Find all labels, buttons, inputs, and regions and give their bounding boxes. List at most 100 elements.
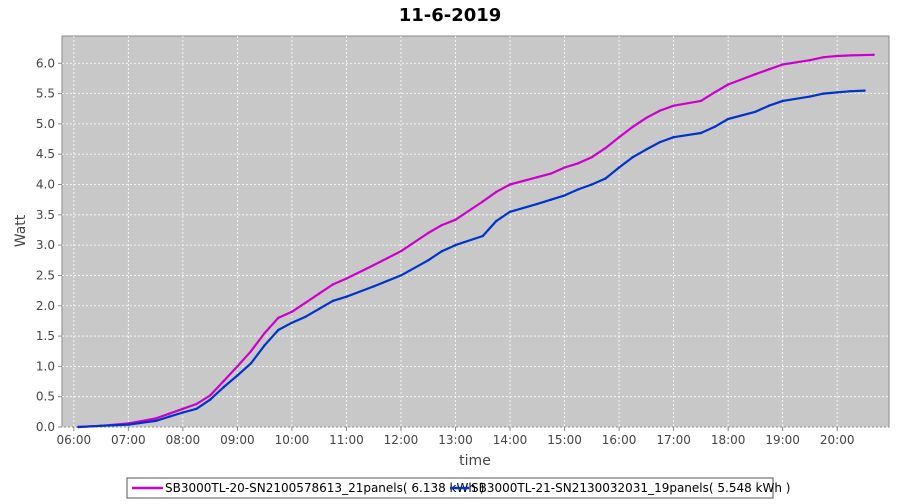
- series-2-point: [808, 95, 812, 98]
- chart-title: 11-6-2019: [399, 5, 502, 26]
- series-2-point: [345, 295, 348, 298]
- series-1-point: [495, 190, 498, 193]
- series-line-2: [77, 89, 866, 429]
- x-tick-label: 20:00: [820, 433, 855, 447]
- y-tick-label: 2.5: [36, 268, 55, 282]
- series-1-point: [508, 183, 512, 186]
- y-tick-label: 4.0: [36, 178, 55, 192]
- series-2-point: [699, 131, 703, 135]
- x-tick-label: 08:00: [166, 433, 201, 447]
- series-2-point: [195, 407, 198, 410]
- series-2-point: [454, 243, 457, 247]
- series-2-point: [399, 274, 403, 277]
- series-2-point: [318, 307, 321, 310]
- series-1-point: [454, 218, 457, 221]
- x-tick-label: 18:00: [711, 433, 746, 447]
- series-2-point: [495, 219, 498, 223]
- series-1-point: [549, 172, 553, 175]
- series-2-point: [77, 425, 80, 429]
- series-1-point: [781, 63, 784, 66]
- series-1-point: [372, 263, 375, 267]
- series-1-point: [208, 394, 212, 397]
- series-1-point: [808, 59, 812, 62]
- series-2-point: [290, 321, 294, 324]
- y-tick-label: 0.0: [36, 420, 55, 434]
- series-1-point: [536, 176, 539, 179]
- series-2-point: [767, 104, 771, 107]
- y-tick-label: 3.5: [36, 208, 55, 222]
- x-tick-label: 16:00: [602, 433, 637, 447]
- series-2-point: [372, 285, 375, 288]
- y-axis: 0.0 0.5 1.0 1.5 2.0 2.5 3.0 3.5 4.0 4.5 5.0 5.5 6.0: [36, 56, 62, 434]
- series-1-point: [631, 125, 634, 129]
- series-1-point: [345, 277, 348, 280]
- series-2-point: [863, 89, 866, 92]
- series-1-point: [318, 292, 321, 295]
- y-tick-label: 5.0: [36, 117, 55, 131]
- y-tick-label: 2.0: [36, 299, 55, 313]
- x-axis: 06:00 07:00 08:00 09:00 10:00 11:00 12:00 13:00…: [57, 427, 855, 447]
- x-tick-label: 19:00: [765, 433, 800, 447]
- series-2-point: [127, 423, 130, 426]
- series-1-point: [399, 250, 403, 253]
- y-tick-label: 3.0: [36, 238, 55, 252]
- series-2-point: [277, 328, 280, 332]
- series-1-point: [699, 99, 703, 103]
- series-1-point: [604, 146, 607, 150]
- legend: SB3000TL-20-SN2100578613_21panels( 6.138…: [126, 477, 790, 499]
- series-2-point: [263, 344, 266, 347]
- series-1-point: [872, 53, 875, 56]
- series-2-point: [154, 419, 157, 423]
- y-tick-label: 4.5: [36, 147, 55, 161]
- series-1-point: [658, 109, 662, 112]
- series-1-point: [563, 166, 566, 169]
- series-2-point: [604, 177, 607, 180]
- series-1-point: [849, 54, 852, 57]
- y-tick-label: 1.0: [36, 359, 55, 373]
- series-1-point: [767, 68, 771, 71]
- x-tick-label: 09:00: [220, 433, 255, 447]
- x-tick-label: 10:00: [275, 433, 310, 447]
- x-tick-label: 06:00: [57, 433, 92, 447]
- series-1-point: [822, 56, 825, 59]
- series-1-point: [222, 379, 225, 383]
- series-2-point: [440, 250, 444, 253]
- legend-label-series-1: SB3000TL-20-SN2100578613_21panels( 6.138…: [165, 481, 484, 495]
- series-1-point: [154, 417, 157, 420]
- y-tick-label: 0.5: [36, 390, 55, 404]
- series-1-point: [304, 301, 307, 304]
- series-2-point: [631, 156, 634, 159]
- series-1-point: [168, 412, 171, 415]
- series-2-point: [304, 315, 307, 318]
- legend-label-series-2: SB3000TL-21-SN2130032031_19panels( 5.548…: [471, 481, 790, 495]
- series-2-point: [549, 198, 553, 201]
- series-2-point: [645, 148, 648, 151]
- series-2-point: [590, 183, 593, 186]
- series-1-point: [672, 104, 675, 107]
- series-1-point: [713, 91, 716, 94]
- series-1-point: [645, 116, 648, 120]
- series-1-point: [427, 231, 430, 235]
- series-2-point: [563, 194, 566, 197]
- series-1-point: [754, 73, 757, 76]
- x-tick-label: 11:00: [329, 433, 364, 447]
- series-2-point: [849, 90, 852, 93]
- y-tick-label: 5.5: [36, 87, 55, 101]
- series-1-point: [440, 223, 444, 227]
- series-line-1: [77, 53, 875, 429]
- x-tick-label: 12:00: [384, 433, 419, 447]
- series-1-point: [236, 365, 239, 368]
- series-2-point: [331, 299, 334, 303]
- series-2-point: [726, 117, 730, 121]
- series-1-point: [249, 350, 253, 353]
- series-1-point: [836, 54, 839, 58]
- series-2-point: [754, 110, 757, 114]
- series-1-point: [590, 156, 593, 159]
- series-layer: [77, 53, 875, 429]
- series-2-point: [536, 202, 539, 206]
- x-tick-label: 07:00: [111, 433, 146, 447]
- series-2-point: [168, 415, 171, 418]
- series-1-point: [617, 136, 621, 139]
- series-1-point: [577, 162, 580, 165]
